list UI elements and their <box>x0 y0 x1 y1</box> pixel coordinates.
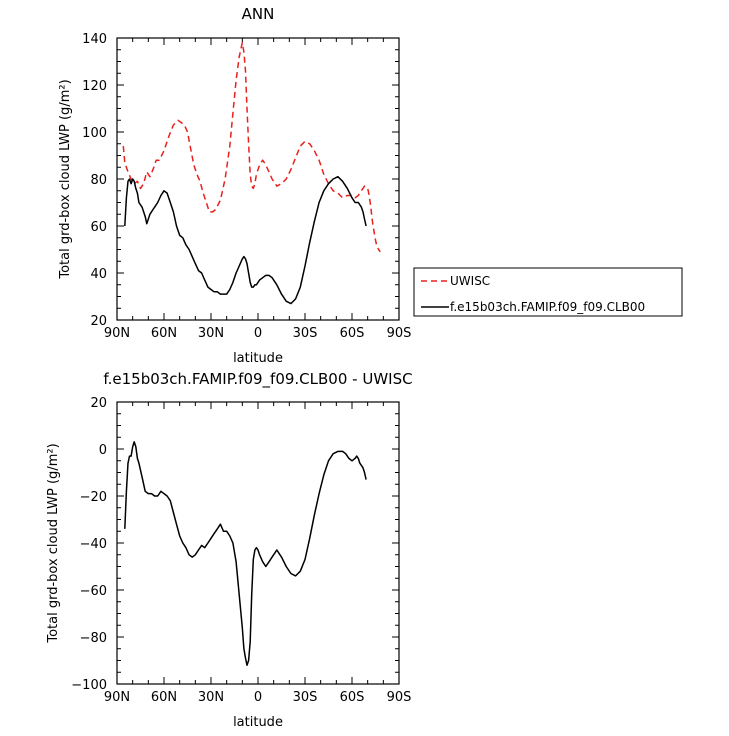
bottom-chart-x-tick-label-6: 90S <box>387 690 412 705</box>
top-chart-x-tick-label-5: 60S <box>340 326 365 341</box>
bottom-chart-y-tick-label-3: −40 <box>80 537 107 552</box>
top-chart-ticks-layer: 90N 60N 30N 0 30S 60S 90S 20 40 60 80 100 120 140 <box>82 32 411 341</box>
bottom-chart-series-layer <box>124 441 367 666</box>
top-chart-y-tick-label-6: 140 <box>82 32 107 47</box>
bottom-chart-y-tick-label-6: 20 <box>90 396 107 411</box>
top-chart-series-layer <box>122 41 381 305</box>
bottom-chart-title: f.e15b03ch.FAMIP.f09_f09.CLB00 - UWISC <box>103 370 412 389</box>
bottom-chart-y-tick-label-2: −60 <box>80 584 107 599</box>
top-chart-panel: ANN 90N 60N 30N 0 30S 60S 90S 20 40 60 80 100 120 140… <box>58 5 683 366</box>
legend-label-uwisc: UWISC <box>450 274 490 288</box>
top-chart-x-tick-label-3: 0 <box>254 326 262 341</box>
top-chart-y-tick-label-5: 120 <box>82 79 107 94</box>
bottom-chart-x-tick-label-0: 90N <box>104 690 130 705</box>
top-chart-x-tick-label-4: 30S <box>293 326 318 341</box>
top-chart-x-tick-label-6: 90S <box>387 326 412 341</box>
bottom-chart-y-tick-label-5: 0 <box>99 443 107 458</box>
bottom-chart-ticks-layer: 90N 60N 30N 0 30S 60S 90S −100 −80 −60 −40 −20 0 20 <box>71 396 411 705</box>
top-chart-series-line-1 <box>124 175 367 305</box>
bottom-chart-y-axis-label: Total grd-box cloud LWP (g/m²) <box>46 443 61 643</box>
top-chart-y-tick-label-3: 80 <box>90 173 107 188</box>
bottom-chart-y-tick-label-4: −20 <box>80 490 107 505</box>
bottom-chart-x-tick-label-3: 0 <box>254 690 262 705</box>
top-chart-plot-frame <box>116 37 400 321</box>
top-chart-y-axis-label: Total grd-box cloud LWP (g/m²) <box>58 79 73 279</box>
bottom-chart-y-tick-label-0: −100 <box>71 678 107 693</box>
top-chart-y-tick-label-2: 60 <box>90 220 107 235</box>
bottom-chart-y-tick-label-1: −80 <box>80 631 107 646</box>
top-chart-x-tick-label-0: 90N <box>104 326 130 341</box>
bottom-chart-x-tick-label-4: 30S <box>293 690 318 705</box>
bottom-chart-x-tick-label-2: 30N <box>198 690 224 705</box>
top-chart-x-tick-label-2: 30N <box>198 326 224 341</box>
top-chart-series-line-0 <box>122 41 381 253</box>
bottom-chart-x-tick-label-1: 60N <box>151 690 177 705</box>
top-chart-y-tick-label-0: 20 <box>90 314 107 329</box>
bottom-chart-x-axis-label: latitude <box>233 715 283 730</box>
top-chart-y-tick-label-4: 100 <box>82 126 107 141</box>
top-chart-title: ANN <box>242 5 275 23</box>
top-chart-x-axis-label: latitude <box>233 351 283 366</box>
top-chart-y-tick-label-1: 40 <box>90 267 107 282</box>
bottom-chart-x-tick-label-5: 60S <box>340 690 365 705</box>
legend-label-model: f.e15b03ch.FAMIP.f09_f09.CLB00 <box>450 300 645 314</box>
top-chart-legend: UWISC f.e15b03ch.FAMIP.f09_f09.CLB00 <box>413 267 683 317</box>
legend-box <box>413 267 683 317</box>
bottom-chart-series-line-0 <box>124 441 367 666</box>
bottom-chart-panel: f.e15b03ch.FAMIP.f09_f09.CLB00 - UWISC 9… <box>46 370 413 730</box>
bottom-chart-plot-frame <box>116 401 400 685</box>
top-chart-x-tick-label-1: 60N <box>151 326 177 341</box>
